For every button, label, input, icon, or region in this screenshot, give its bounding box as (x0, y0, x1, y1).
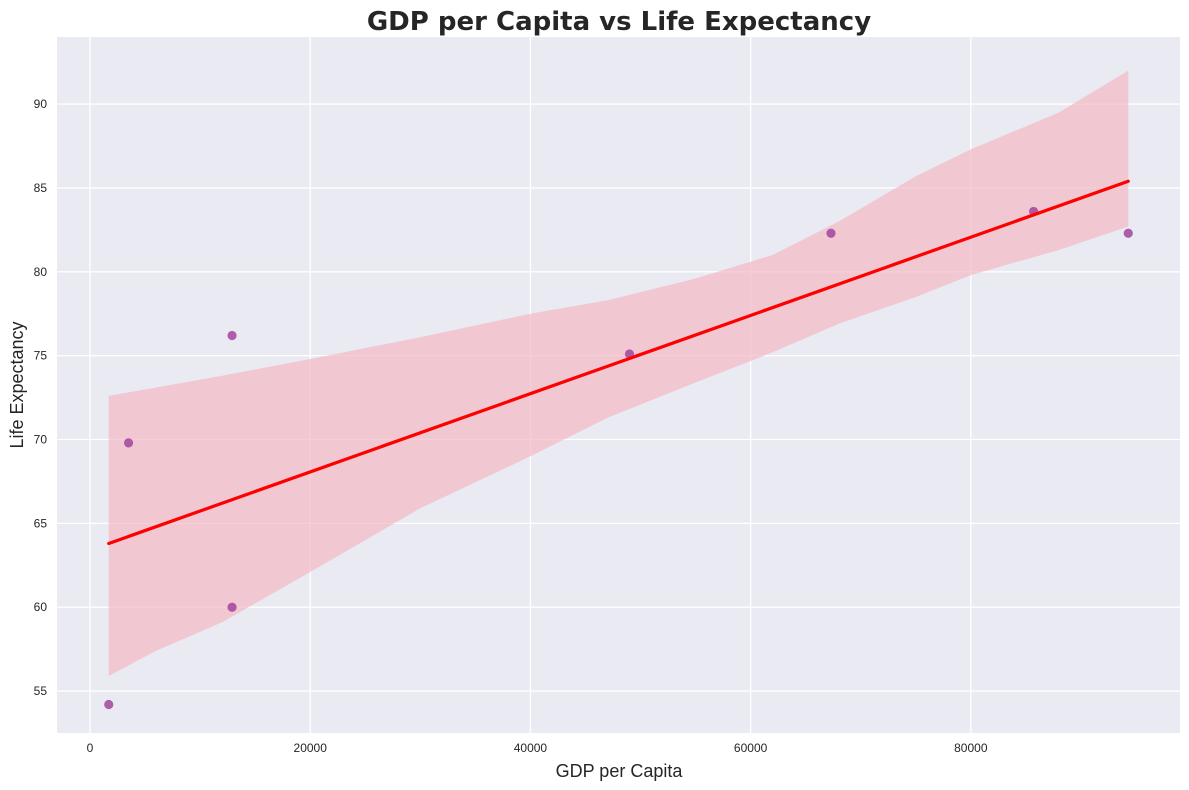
y-tick-label: 85 (34, 181, 48, 195)
y-axis-label: Life Expectancy (7, 321, 27, 448)
y-tick-label: 75 (34, 349, 48, 363)
x-tick-label: 0 (87, 741, 94, 755)
data-point (227, 602, 237, 612)
y-tick-label: 90 (34, 97, 48, 111)
y-tick-label: 65 (34, 516, 48, 530)
data-point (123, 438, 134, 448)
x-tick-label: 40000 (514, 741, 548, 755)
data-point (104, 699, 114, 710)
x-tick-label: 80000 (954, 741, 988, 755)
y-tick-label: 80 (34, 265, 48, 279)
data-point (826, 228, 836, 238)
confidence-band (108, 70, 1129, 676)
x-tick-label: 20000 (294, 741, 328, 755)
regression-line (107, 179, 1130, 546)
chart-title: GDP per Capita vs Life Expectancy (367, 7, 871, 37)
y-tick-label: 60 (34, 600, 48, 614)
data-point (227, 330, 237, 341)
plot-area: 0 20000 40000 60000 80000 55 60 65 70 75 80 85 90 (34, 37, 1180, 755)
y-tick-label: 55 (34, 684, 48, 698)
y-tick-label: 70 (34, 433, 48, 447)
data-point (1123, 228, 1133, 238)
x-axis-label: GDP per Capita (556, 761, 684, 781)
x-tick-label: 60000 (734, 741, 768, 755)
